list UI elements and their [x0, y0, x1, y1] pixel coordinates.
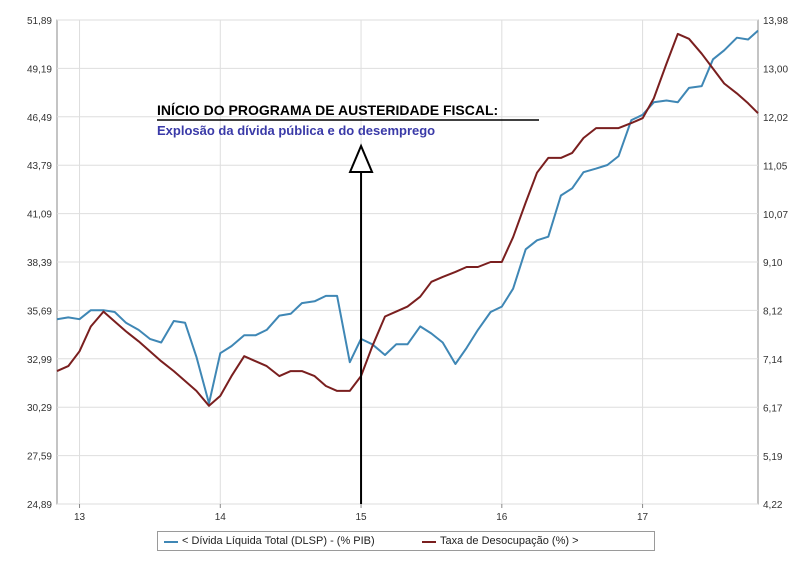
x-tick-label: 16 — [496, 512, 508, 523]
legend-label-debt: < Dívida Líquida Total (DLSP) - (% PIB) — [182, 535, 375, 547]
y-right-tick-label: 7,14 — [763, 355, 783, 366]
y-left-tick-label: 24,89 — [27, 500, 52, 511]
left-axis-ticks: 51,89 49,19 46,49 43,79 41,09 38,39 35,69 32,99… — [27, 16, 52, 511]
series-line-debt — [56, 29, 759, 405]
y-right-tick-label: 6,17 — [763, 403, 783, 414]
right-axis-ticks: 13,98 13,00 12,02 11,05 10,07 9,10 8,12 7,14 6,1… — [763, 16, 788, 511]
y-right-tick-label: 13,00 — [763, 65, 788, 76]
y-left-tick-label: 27,59 — [27, 452, 52, 463]
annotation-title: INÍCIO DO PROGRAMA DE AUSTERIDADE FISCAL… — [157, 102, 498, 118]
x-tick-label: 17 — [637, 512, 649, 523]
y-right-tick-label: 8,12 — [763, 307, 783, 318]
x-tick-label: 15 — [355, 512, 367, 523]
y-right-tick-label: 12,02 — [763, 113, 788, 124]
legend-swatch-debt — [164, 541, 178, 543]
y-left-tick-label: 51,89 — [27, 16, 52, 27]
y-left-tick-label: 30,29 — [27, 403, 52, 414]
y-left-tick-label: 35,69 — [27, 306, 52, 317]
y-left-tick-label: 32,99 — [27, 355, 52, 366]
y-left-tick-label: 43,79 — [27, 161, 52, 172]
grid-lines — [57, 19, 758, 505]
y-left-tick-label: 49,19 — [27, 64, 52, 75]
y-right-tick-label: 13,98 — [763, 16, 788, 27]
y-right-tick-label: 10,07 — [763, 210, 788, 221]
y-left-tick-label: 41,09 — [27, 210, 52, 221]
y-right-tick-label: 9,10 — [763, 258, 783, 269]
y-right-tick-label: 4,22 — [763, 500, 783, 511]
legend-swatch-unemployment — [422, 541, 436, 543]
series-line-unemployment — [56, 32, 759, 407]
y-left-tick-label: 46,49 — [27, 113, 52, 124]
y-left-tick-label: 38,39 — [27, 258, 52, 269]
x-tick-label: 13 — [74, 512, 86, 523]
series-lines — [56, 29, 759, 407]
legend: < Dívida Líquida Total (DLSP) - (% PIB) … — [157, 531, 655, 551]
y-right-tick-label: 11,05 — [763, 161, 788, 172]
x-tick-label: 14 — [215, 512, 227, 523]
x-axis-ticks: 13 14 15 16 17 — [74, 504, 649, 523]
annotation-arrow-head — [348, 143, 374, 173]
annotation-subtitle: Explosão da dívida pública e do desempre… — [157, 123, 435, 138]
legend-label-unemployment: Taxa de Desocupação (%) > — [440, 535, 579, 547]
annotation: INÍCIO DO PROGRAMA DE AUSTERIDADE FISCAL… — [157, 102, 539, 504]
y-right-tick-label: 5,19 — [763, 452, 783, 463]
